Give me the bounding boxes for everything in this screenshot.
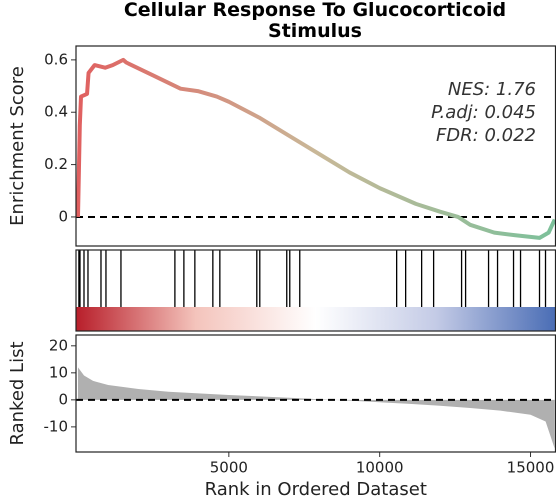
annotation: P.adj: 0.045 [431, 102, 536, 123]
x-tick-label: 10000 [356, 459, 404, 477]
annotation: FDR: 0.022 [436, 125, 536, 146]
y-tick-label: 20 [49, 336, 68, 354]
x-tick-label: 5000 [210, 459, 248, 477]
y-axis-label: Enrichment Score [7, 66, 28, 226]
panel-frame [75, 45, 556, 247]
y-tick-label: 0.6 [44, 50, 68, 68]
y-tick-label: 10 [49, 363, 68, 381]
x-axis-label: Rank in Ordered Dataset [205, 479, 427, 500]
rank-gradient [76, 307, 556, 331]
y-tick-label: -10 [44, 417, 69, 435]
x-tick-label: 15000 [507, 459, 555, 477]
y-tick-label: 0 [58, 207, 68, 225]
y-axis-label: Ranked List [7, 341, 28, 445]
annotation: NES: 1.76 [448, 79, 536, 100]
y-tick-label: 0.4 [44, 103, 68, 121]
y-tick-label: 0.2 [44, 155, 68, 173]
ranked-area [77, 367, 555, 449]
chart-title: Cellular Response To Glucocorticoid Stim… [123, 0, 507, 42]
es-line [75, 57, 556, 240]
y-tick-label: 0 [58, 390, 68, 408]
